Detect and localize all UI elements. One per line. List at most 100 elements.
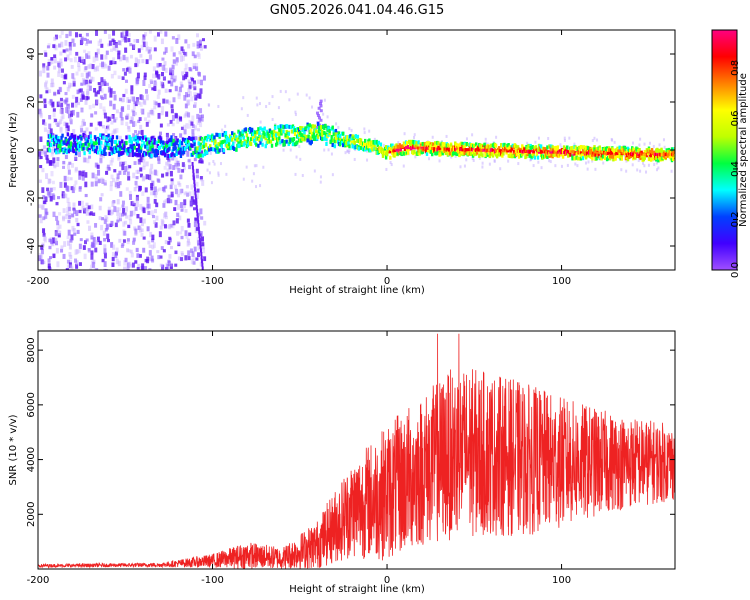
spectrogram-cell (196, 93, 200, 99)
spectrogram-cell (41, 187, 45, 193)
spectrogram-cell (56, 226, 60, 232)
spectrogram-cell (96, 48, 100, 55)
spectrogram-cell (76, 222, 80, 227)
spectrogram-cell (355, 138, 359, 143)
spectrogram-cell (472, 143, 476, 148)
spectrogram-cell (52, 187, 56, 191)
spectrogram-cell (612, 157, 615, 162)
spectrogram-cell (327, 126, 330, 131)
spectrogram-cell (145, 94, 149, 101)
spectrogram-cell (112, 40, 116, 46)
spectrogram-cell (113, 118, 117, 123)
spectrogram-cell (217, 171, 220, 175)
spectrogram-cell (132, 240, 136, 245)
spectrogram-cell (135, 194, 139, 201)
spectrogram-cell (48, 123, 52, 129)
spectrogram-cell (78, 186, 82, 190)
spectrogram-cell (151, 214, 155, 219)
spectrogram-cell (132, 202, 136, 207)
spectrogram-cell (560, 164, 563, 168)
spectrogram-cell (484, 152, 487, 157)
spectrogram-cell (80, 38, 84, 44)
spectrogram-cell (86, 85, 90, 90)
spectrogram-cell (93, 67, 97, 72)
spectrogram-cell (381, 153, 385, 158)
spectrogram-cell (183, 199, 187, 206)
spectrogram-cell (66, 264, 70, 270)
spectrogram-cell (151, 110, 155, 116)
spectrogram-cell (284, 133, 287, 138)
spectrogram-cell (103, 237, 107, 242)
spectrogram-cell (183, 95, 187, 101)
spectrogram-cell (286, 124, 289, 129)
spectrogram-cell (603, 151, 607, 155)
spectrogram-cell (494, 143, 498, 148)
spectrogram-cell (141, 58, 145, 64)
spectrogram-cell (73, 184, 77, 191)
spectrogram-cell (313, 124, 317, 129)
spectrogram-cell (267, 134, 271, 139)
spectrogram-cell (123, 71, 127, 76)
spectrogram-cell (178, 86, 182, 93)
spectrogram-cell (116, 216, 120, 220)
spectrogram-cell (146, 206, 150, 211)
spectrogram-cell (346, 149, 349, 153)
spectrogram-cell (573, 156, 576, 161)
spectrogram-cell (111, 256, 115, 262)
spectrogram-cell (279, 89, 282, 93)
spectrogram-cell (251, 132, 255, 137)
spectrogram-cell (49, 256, 53, 260)
spectrogram-cell (177, 92, 181, 97)
spectrogram-cell (121, 30, 125, 37)
spectrogram-cell (136, 213, 140, 219)
spectrogram-cell (330, 152, 333, 156)
spectrogram-cell (512, 150, 516, 155)
spectrogram-cell (152, 142, 156, 148)
spectrogram-cell (134, 206, 138, 211)
spectrogram-cell (216, 146, 219, 151)
spectrogram-ylabel: Frequency (Hz) (8, 112, 19, 188)
spectrogram-cell (316, 121, 320, 126)
spectrogram-cell (164, 152, 167, 157)
spectrogram-cell (86, 139, 89, 144)
spectrogram-cell (438, 147, 442, 151)
spectrogram-cell (115, 207, 119, 213)
spectrogram-cell (649, 157, 653, 162)
spectrogram-cell (170, 78, 174, 82)
spectrogram-cell (317, 116, 321, 120)
spectrogram-cell (330, 138, 333, 143)
spectrogram-cell (613, 152, 616, 157)
spectrogram-cell (42, 235, 46, 242)
spectrogram-cell (88, 79, 92, 84)
spectrogram-cell (478, 156, 481, 160)
spectrogram-cell (147, 49, 151, 54)
spectrogram-cell (57, 100, 61, 105)
spectrogram-cell (532, 151, 535, 156)
spectrogram-cell (193, 54, 197, 59)
spectrogram-cell (403, 132, 406, 136)
spectrogram-cell (110, 241, 114, 248)
spectrogram-cell (153, 198, 157, 204)
spectrogram-cell (529, 146, 532, 151)
spectrogram-cell (634, 155, 637, 160)
spectrogram-cell (193, 82, 197, 88)
spectrogram-cell (396, 144, 399, 149)
spectrogram-cell (348, 127, 351, 131)
spectrogram-cell (69, 113, 73, 118)
spectrogram-cell (282, 125, 285, 130)
spectrogram-cell (119, 111, 123, 118)
spectrogram-cell (596, 138, 599, 142)
spectrogram-cell (289, 148, 292, 152)
spectrogram-cell (56, 157, 60, 162)
spectrogram-cell (121, 106, 125, 112)
spectrogram-cell (200, 150, 204, 155)
spectrogram-xlabel: Height of straight line (km) (289, 285, 425, 296)
spectrogram-cell (190, 196, 194, 202)
spectrogram-cell (125, 135, 128, 140)
spectrogram-cell (99, 103, 103, 109)
spectrogram-cell (217, 104, 220, 108)
spectrogram-cell (319, 118, 323, 122)
spectrogram-cell (143, 72, 147, 77)
spectrogram-cell (155, 70, 159, 75)
spectrogram-cell (671, 154, 675, 159)
